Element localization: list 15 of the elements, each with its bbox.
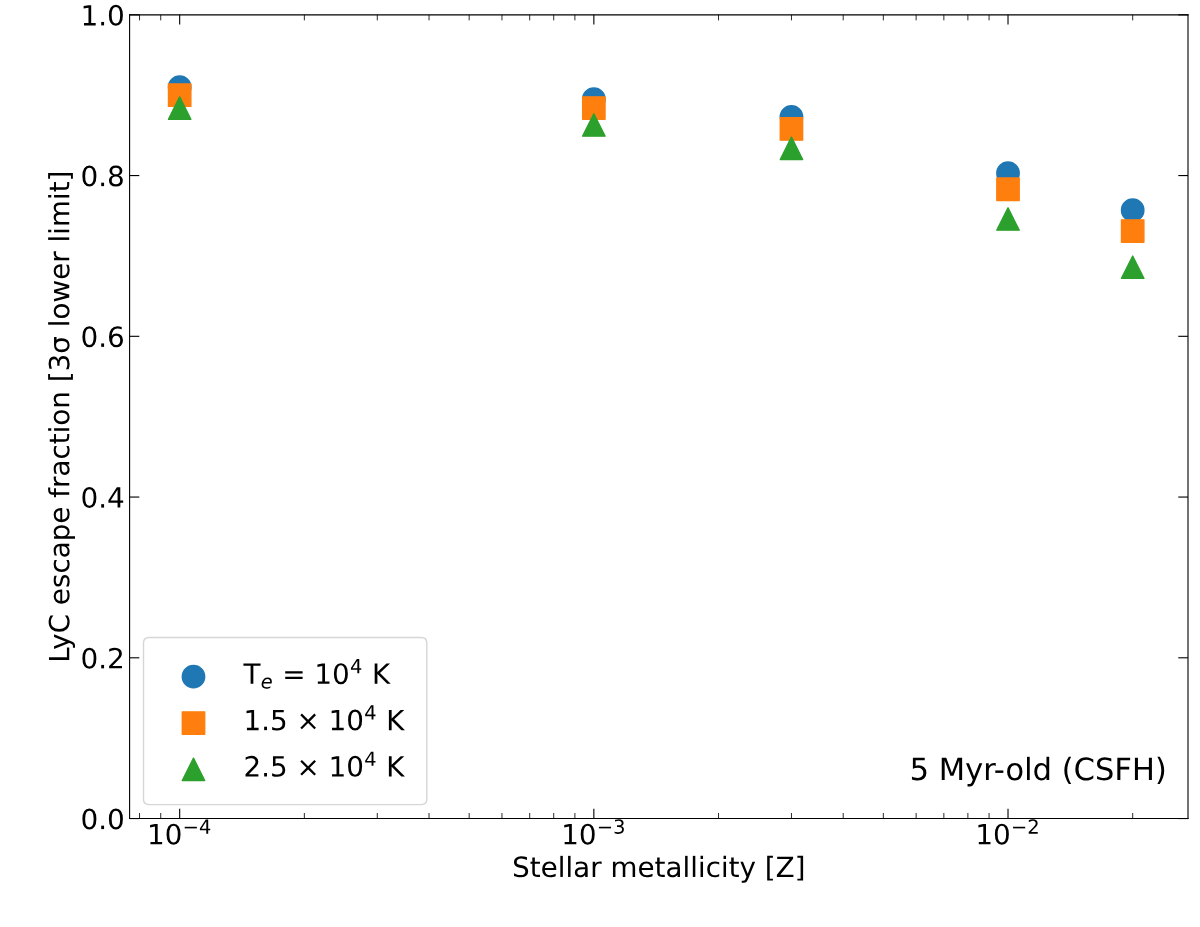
legend-label: 1.5 × 10$^{4}$ K (246, 705, 405, 731)
x-tick-label: 10$^{−4}$ (150, 819, 211, 845)
y-tick-label: 0.0 (82, 808, 123, 830)
y-tick-label: 0.4 (82, 486, 124, 509)
legend-label: 2.5 × 10$^{4}$ K (245, 751, 405, 777)
y-tick-label: 1.0 (83, 4, 123, 26)
y-axis-title: LyC escape fraction [3σ lower limit] (48, 172, 76, 661)
x-tick-label: 10$^{−2}$ (978, 819, 1038, 845)
y-tick-label: 0.6 (82, 326, 123, 348)
y-tick-label: 0.2 (82, 647, 122, 669)
x-tick-label: 10$^{−3}$ (564, 819, 624, 845)
y-tick-label: 0.8 (82, 165, 123, 187)
legend-label: T$_{e}$ = 10$^{4}$ K (243, 659, 391, 689)
annotation: 5 Myr-old (CSFH) (911, 756, 1165, 787)
x-axis-title: Stellar metallicity [Z] (513, 855, 804, 883)
